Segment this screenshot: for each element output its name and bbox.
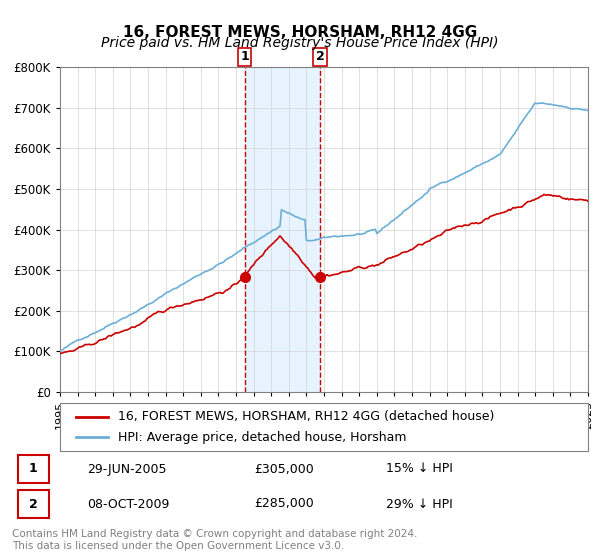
FancyBboxPatch shape — [60, 403, 588, 451]
Text: HPI: Average price, detached house, Horsham: HPI: Average price, detached house, Hors… — [118, 431, 407, 444]
Text: Contains HM Land Registry data © Crown copyright and database right 2024.
This d: Contains HM Land Registry data © Crown c… — [12, 529, 418, 551]
Text: 29% ↓ HPI: 29% ↓ HPI — [386, 497, 453, 511]
Text: Price paid vs. HM Land Registry's House Price Index (HPI): Price paid vs. HM Land Registry's House … — [101, 36, 499, 50]
Text: 15% ↓ HPI: 15% ↓ HPI — [386, 463, 453, 475]
FancyBboxPatch shape — [18, 455, 49, 483]
Text: £305,000: £305,000 — [254, 463, 314, 475]
Text: 08-OCT-2009: 08-OCT-2009 — [87, 497, 169, 511]
Text: 2: 2 — [316, 50, 325, 63]
FancyBboxPatch shape — [18, 490, 49, 518]
Text: 1: 1 — [29, 463, 38, 475]
Text: £285,000: £285,000 — [254, 497, 314, 511]
Text: 2: 2 — [29, 497, 38, 511]
Text: 16, FOREST MEWS, HORSHAM, RH12 4GG: 16, FOREST MEWS, HORSHAM, RH12 4GG — [123, 25, 477, 40]
Text: 29-JUN-2005: 29-JUN-2005 — [87, 463, 166, 475]
Text: 16, FOREST MEWS, HORSHAM, RH12 4GG (detached house): 16, FOREST MEWS, HORSHAM, RH12 4GG (deta… — [118, 410, 494, 423]
Text: 1: 1 — [240, 50, 249, 63]
Bar — [245, 67, 320, 392]
